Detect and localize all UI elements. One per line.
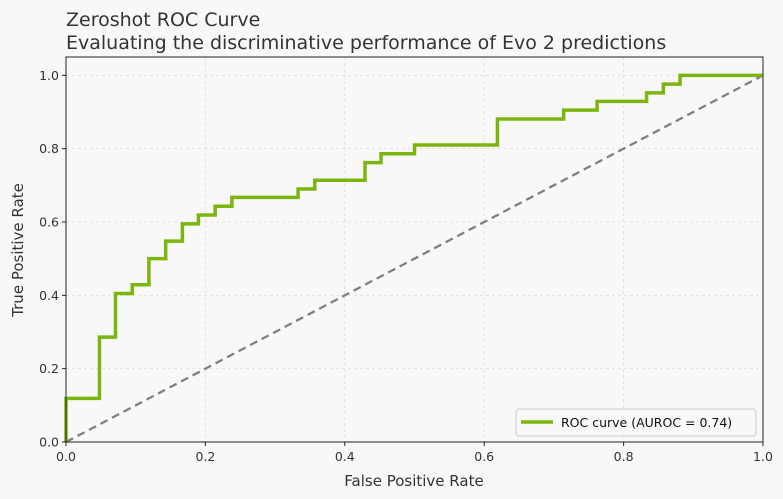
y-axis-label: True Positive Rate [9, 183, 27, 318]
x-tick-label: 1.0 [753, 449, 773, 464]
x-tick-label: 0.8 [614, 449, 634, 464]
legend-box [515, 408, 757, 437]
y-tick-label: 1.0 [39, 68, 59, 83]
legend: ROC curve (AUROC = 0.74) [515, 408, 757, 437]
plot-frame [65, 56, 764, 443]
plot-area: 0.0 0.2 0.4 0.6 0.8 1.0 0.0 0.2 0.4 0.6 0.8 1.0 [39, 56, 773, 464]
y-tick-label: 0.2 [39, 361, 59, 376]
y-tick-label: 0.6 [39, 215, 59, 230]
x-tick-label: 0.4 [335, 449, 355, 464]
x-tick-label: 0.6 [474, 449, 494, 464]
y-tick-label: 0.4 [39, 288, 59, 303]
x-axis-ticks: 0.0 0.2 0.4 0.6 0.8 1.0 [56, 442, 773, 464]
roc-curve-line [64, 73, 763, 442]
y-axis-ticks: 0.0 0.2 0.4 0.6 0.8 1.0 [39, 68, 66, 450]
legend-label-roc: ROC curve (AUROC = 0.74) [561, 415, 732, 430]
y-tick-label: 0.8 [39, 141, 59, 156]
chart-subtitle: Evaluating the discriminative performanc… [66, 32, 666, 54]
series-layer [64, 73, 764, 444]
x-axis-label: False Positive Rate [344, 472, 483, 490]
chance-diagonal-line [65, 74, 764, 444]
plot-background [66, 57, 763, 442]
x-tick-label: 0.2 [195, 449, 215, 464]
x-tick-label: 0.0 [56, 449, 76, 464]
y-tick-label: 0.0 [39, 435, 59, 450]
chart-title: Zeroshot ROC Curve [66, 9, 260, 31]
